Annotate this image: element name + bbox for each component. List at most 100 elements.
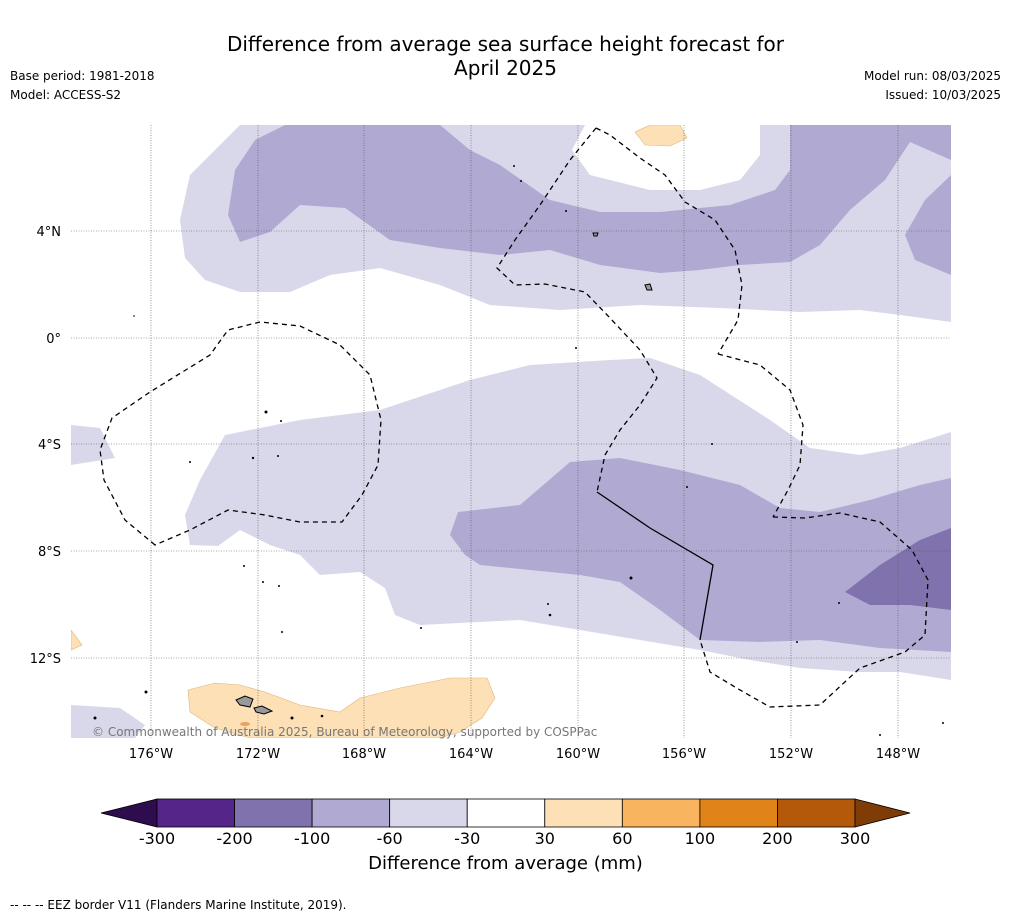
colorbar-segment (466, 798, 546, 828)
positive-dot (240, 722, 250, 726)
lon-label-176w: 176°W (129, 747, 173, 762)
colorbar-tick-label: -30 (454, 829, 480, 848)
eez-cook-north (717, 353, 804, 518)
islet (93, 716, 97, 720)
title-line-1: Difference from average sea surface heig… (226, 32, 785, 56)
lat-label-4s: 4°S (38, 438, 61, 453)
lon-label-164w: 164°W (449, 747, 493, 762)
colorbar-segment (389, 798, 468, 828)
islet (629, 576, 633, 580)
lon-label-152w: 152°W (769, 747, 813, 762)
model-name: Model: ACCESS-S2 (10, 88, 122, 102)
colorbar-tick-label: -60 (377, 829, 403, 848)
colorbar-segment (311, 798, 391, 828)
islet (133, 315, 135, 317)
islet (686, 486, 688, 488)
eez-cook-south (699, 512, 929, 708)
lon-label-160w: 160°W (556, 747, 600, 762)
colorbar-tick-label: 200 (762, 829, 793, 848)
colorbar-tick-label: 300 (840, 829, 871, 848)
map-area (71, 125, 951, 738)
island-savaii (235, 695, 254, 708)
meta-right: Model run: 08/03/2025 Issued: 10/03/2025 (864, 67, 1001, 105)
grid-lines (71, 125, 951, 738)
islet (189, 461, 191, 463)
lon-label-172w: 172°W (236, 747, 280, 762)
islet (879, 734, 881, 736)
islet (838, 602, 840, 604)
islet (796, 641, 798, 643)
islet (264, 410, 268, 414)
islet (278, 585, 280, 587)
islet (547, 603, 549, 605)
colorbar-tick-label: 30 (535, 829, 555, 848)
eez-tokelau (496, 127, 658, 493)
islet (144, 690, 148, 694)
colorbar-extend-low (100, 798, 158, 828)
islet (262, 581, 264, 583)
island-atoll-2 (644, 283, 653, 291)
issued-date: Issued: 10/03/2025 (885, 88, 1001, 102)
colorbar-segment (777, 798, 856, 828)
colorbar-tick-label: -100 (294, 829, 330, 848)
chart-title: Difference from average sea surface heig… (0, 32, 1011, 80)
islet (565, 210, 567, 212)
islet (320, 714, 324, 718)
lat-labels: 4°N 0° 4°S 8°S 12°S (30, 225, 61, 667)
islet (251, 456, 255, 460)
lon-label-168w: 168°W (342, 747, 386, 762)
island-upolu (253, 705, 274, 715)
lat-label-12s: 12°S (30, 652, 61, 667)
lon-labels: 176°W 172°W 168°W 164°W 160°W 156°W 152°… (129, 747, 920, 762)
sw-corner-light (71, 705, 145, 738)
islet (942, 722, 944, 724)
north-band-medium (228, 125, 951, 273)
lon-label-148w: 148°W (876, 747, 920, 762)
islet (290, 716, 294, 720)
colorbar-tick-label: -300 (139, 829, 175, 848)
lat-label-0: 0° (46, 332, 61, 347)
colorbar-labels: -300 -200 -100 -60 -30 30 60 100 200 300 (139, 829, 870, 848)
colorbar-extend-high (854, 798, 911, 828)
south-band-medium (450, 458, 951, 652)
positive-patch-north (634, 125, 688, 147)
solid-boundary (596, 491, 714, 641)
model-run: Model run: 08/03/2025 (863, 69, 1001, 83)
colorbar-tick-label: 60 (612, 829, 632, 848)
lat-label-8s: 8°S (38, 545, 61, 560)
colorbar-tick-label: -200 (216, 829, 252, 848)
positive-patch-south (187, 677, 496, 738)
islet (420, 627, 422, 629)
islet (711, 443, 713, 445)
copyright-text: © Commonwealth of Australia 2025, Bureau… (92, 725, 597, 739)
title-line-2: April 2025 (454, 56, 557, 80)
colorbar-segment (621, 798, 701, 828)
ne-lobe-medium (905, 175, 951, 275)
colorbar-segment (699, 798, 778, 828)
islands (235, 232, 653, 715)
colorbar-segment (234, 798, 313, 828)
lat-label-4n: 4°N (37, 225, 62, 240)
colorbar-segment (544, 798, 623, 828)
islet (513, 165, 515, 167)
legend-title: Difference from average (mm) (368, 853, 643, 874)
colorbar (100, 798, 911, 828)
south-dark-patch (845, 528, 951, 610)
meta-left: Base period: 1981-2018 Model: ACCESS-S2 (10, 67, 155, 105)
islet (520, 180, 522, 182)
islet (281, 631, 283, 633)
colorbar-tick-label: 100 (685, 829, 716, 848)
small-islets (93, 165, 944, 736)
island-atoll-1 (592, 232, 599, 237)
positive-patch-west (71, 629, 83, 651)
lon-label-156w: 156°W (662, 747, 706, 762)
eez-borders (99, 127, 929, 708)
islet (548, 613, 552, 617)
islet (575, 347, 577, 349)
islet (280, 420, 282, 422)
base-period: Base period: 1981-2018 (10, 69, 155, 83)
islet (277, 455, 279, 457)
islet (243, 565, 245, 567)
colorbar-segment (156, 798, 235, 828)
